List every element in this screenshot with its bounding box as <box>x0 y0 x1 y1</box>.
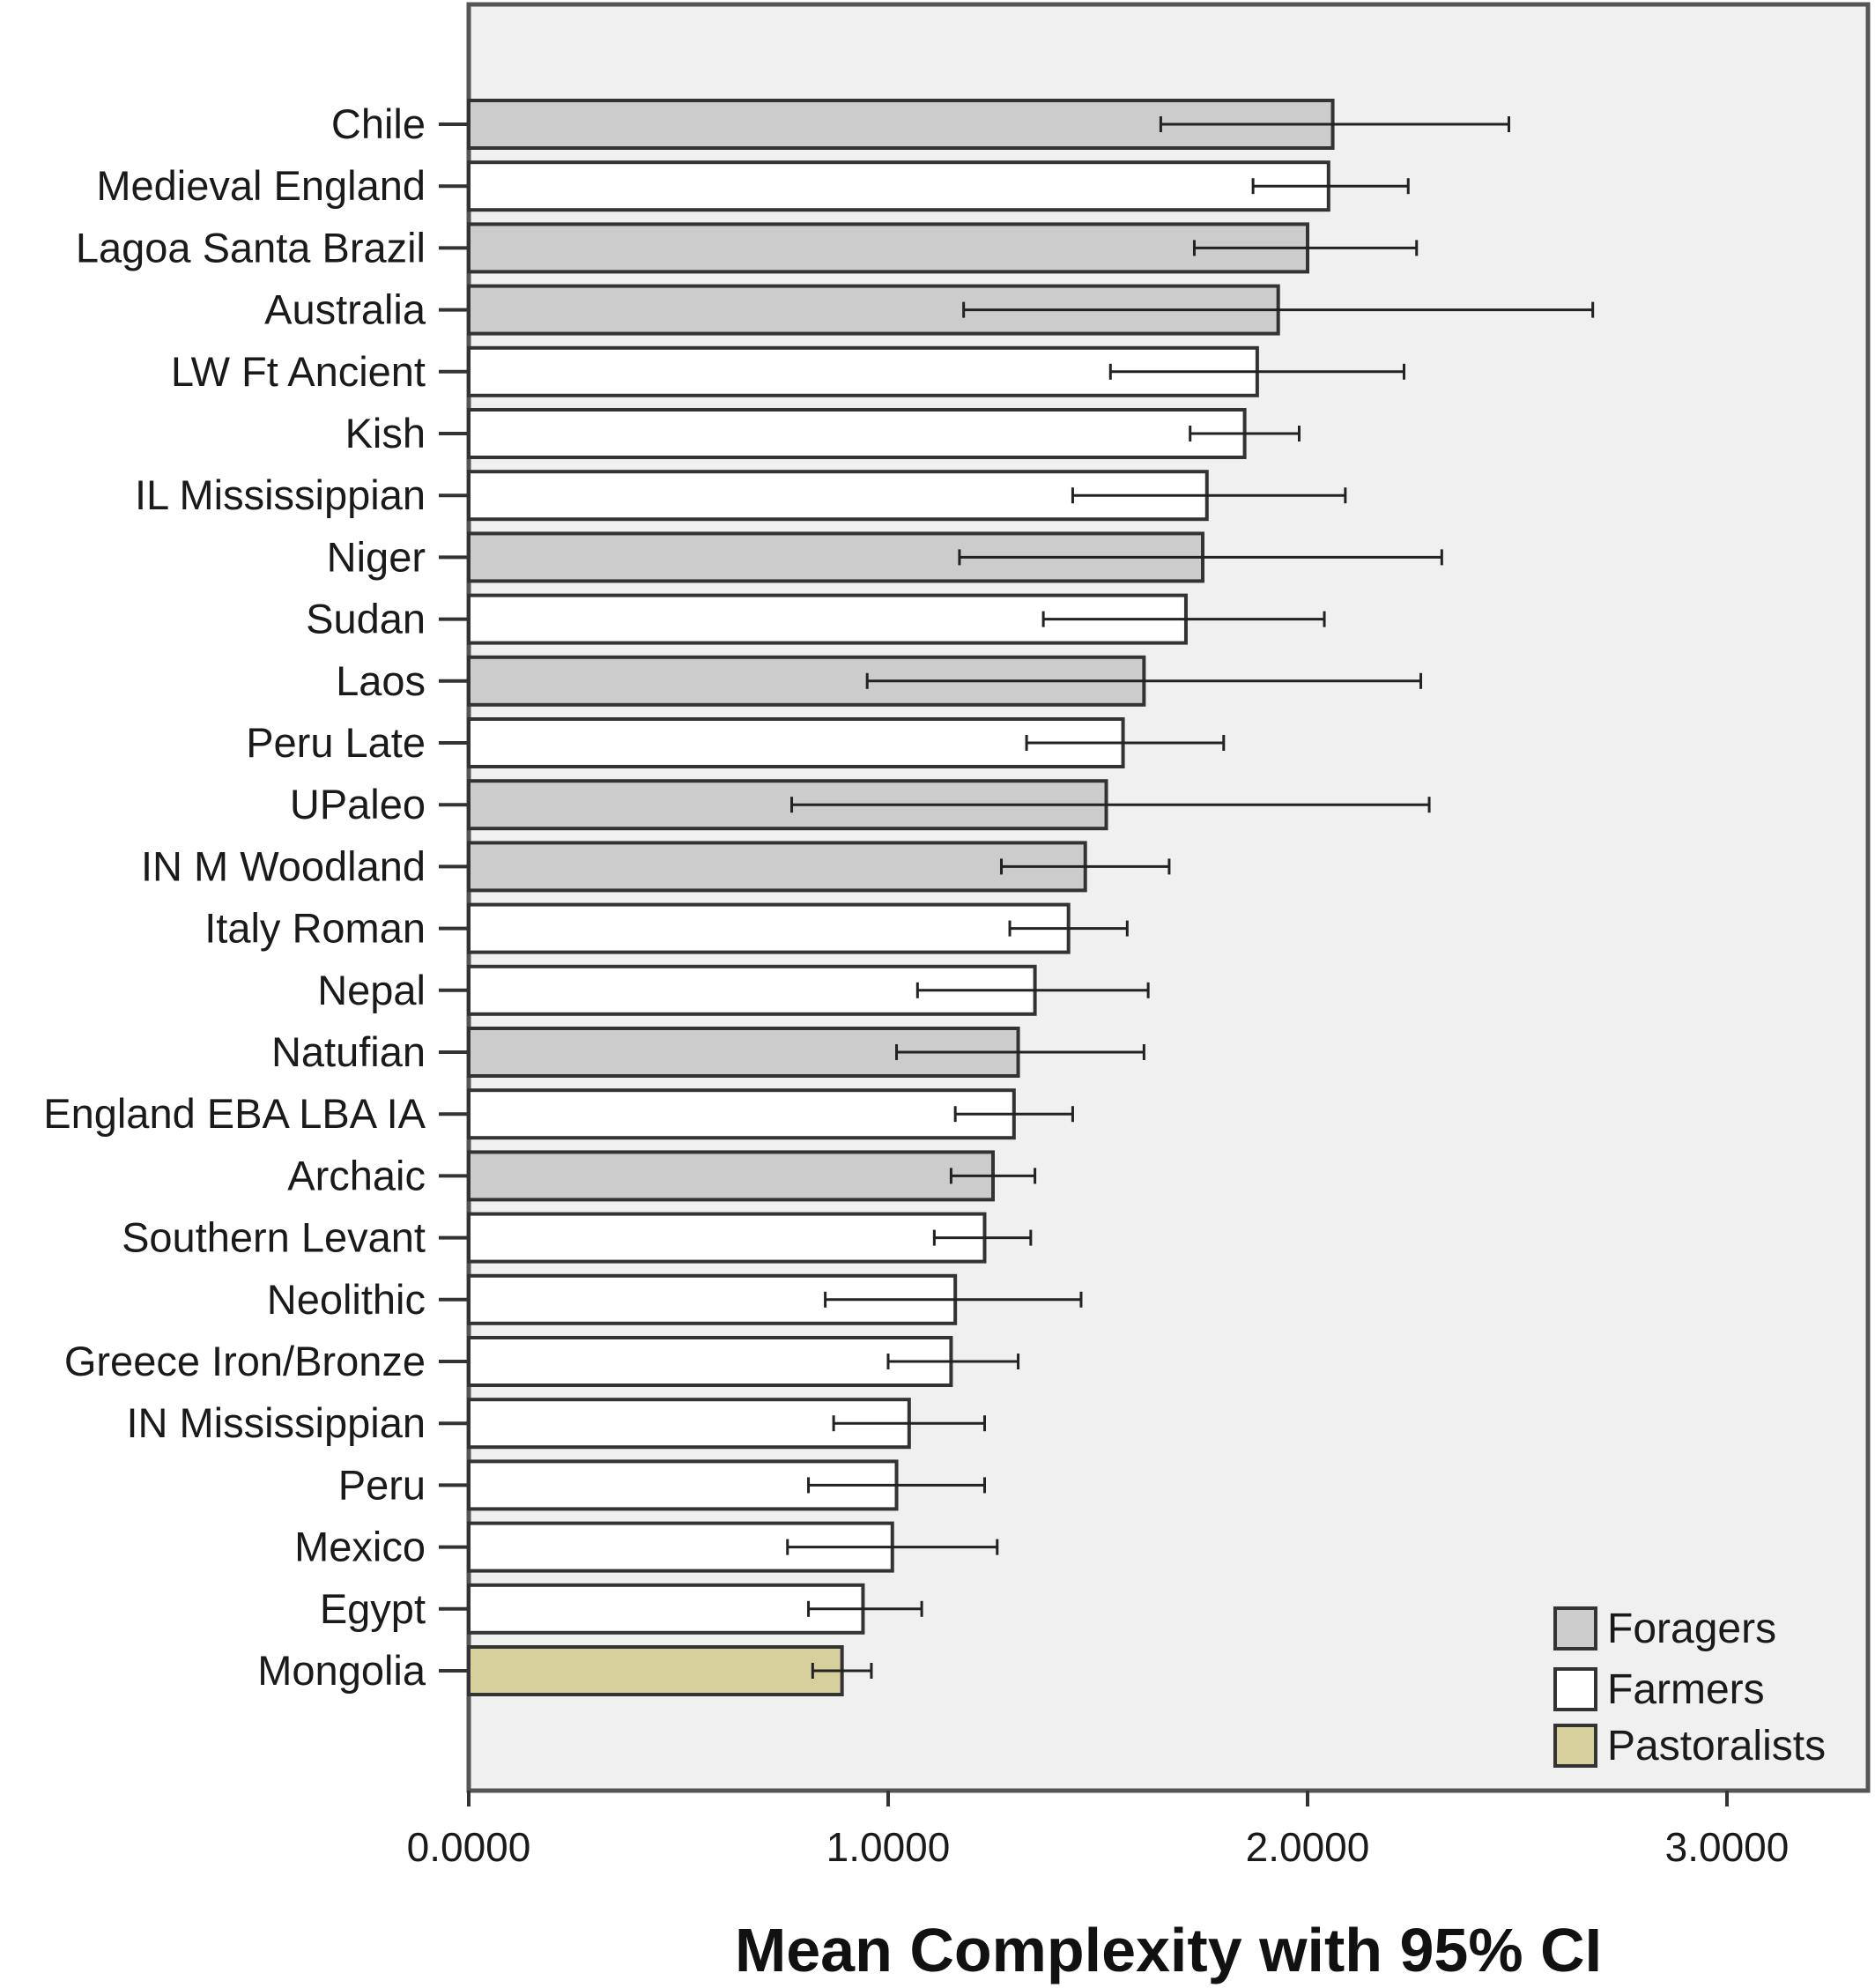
bar <box>467 717 1125 768</box>
category-label: Greece Iron/Bronze <box>64 1338 426 1384</box>
bar <box>467 1212 987 1264</box>
category-label: IL Mississippian <box>135 471 426 518</box>
bar <box>467 1645 844 1696</box>
category-label: LW Ft Ancient <box>171 348 426 395</box>
category-label: Natufian <box>271 1028 426 1075</box>
bar <box>467 1088 1016 1140</box>
legend: Foragers Farmers Pastoralists <box>1553 1606 1826 1769</box>
legend-label: Farmers <box>1607 1666 1765 1713</box>
bar <box>467 902 1071 954</box>
bar <box>467 1583 865 1635</box>
category-label: Mongolia <box>257 1647 426 1694</box>
category-label: UPaleo <box>290 781 426 827</box>
category-label: Peru <box>338 1461 426 1508</box>
legend-label: Foragers <box>1607 1606 1776 1652</box>
category-label: Chile <box>331 100 426 147</box>
category-label: Southern Levant <box>122 1214 426 1261</box>
category-label: Mexico <box>294 1524 426 1570</box>
x-axis: 0.0000 1.0000 2.0000 3.0000 <box>407 1791 1790 1870</box>
category-label: Lagoa Santa Brazil <box>76 224 426 271</box>
category-label: IN M Woodland <box>141 842 426 889</box>
category-label: Italy Roman <box>204 905 426 952</box>
category-label: Australia <box>264 286 426 333</box>
category-label: Peru Late <box>246 719 426 766</box>
legend-swatch <box>1553 1724 1597 1768</box>
bar <box>467 1336 953 1387</box>
y-axis: Chile Medieval England Lagoa Santa Brazil A… <box>43 100 467 1694</box>
category-label: Laos <box>336 657 426 704</box>
category-label: England EBA LBA IA <box>43 1090 426 1137</box>
bar <box>467 841 1087 893</box>
bar <box>467 408 1247 459</box>
category-label: Medieval England <box>96 162 426 209</box>
x-axis-label: Mean Complexity with 95% CI <box>735 1916 1602 1984</box>
bar <box>467 1150 995 1202</box>
category-label: Niger <box>327 533 426 580</box>
category-label: IN Mississippian <box>126 1399 426 1446</box>
x-tick-label: 3.0000 <box>1665 1824 1790 1870</box>
category-label: Sudan <box>306 596 426 642</box>
bar <box>467 222 1309 274</box>
x-tick-label: 1.0000 <box>826 1824 951 1870</box>
category-label: Neolithic <box>267 1276 426 1323</box>
x-tick-label: 2.0000 <box>1246 1824 1370 1870</box>
legend-swatch <box>1553 1667 1597 1711</box>
category-label: Nepal <box>317 967 426 1013</box>
category-label: Egypt <box>320 1585 426 1632</box>
bars-layer <box>467 99 1595 1696</box>
legend-swatch <box>1553 1606 1597 1650</box>
legend-label: Pastoralists <box>1607 1723 1826 1769</box>
bar <box>467 160 1330 212</box>
category-label: Kish <box>345 410 426 456</box>
x-tick-label: 0.0000 <box>407 1824 531 1870</box>
category-label: Archaic <box>287 1152 426 1198</box>
